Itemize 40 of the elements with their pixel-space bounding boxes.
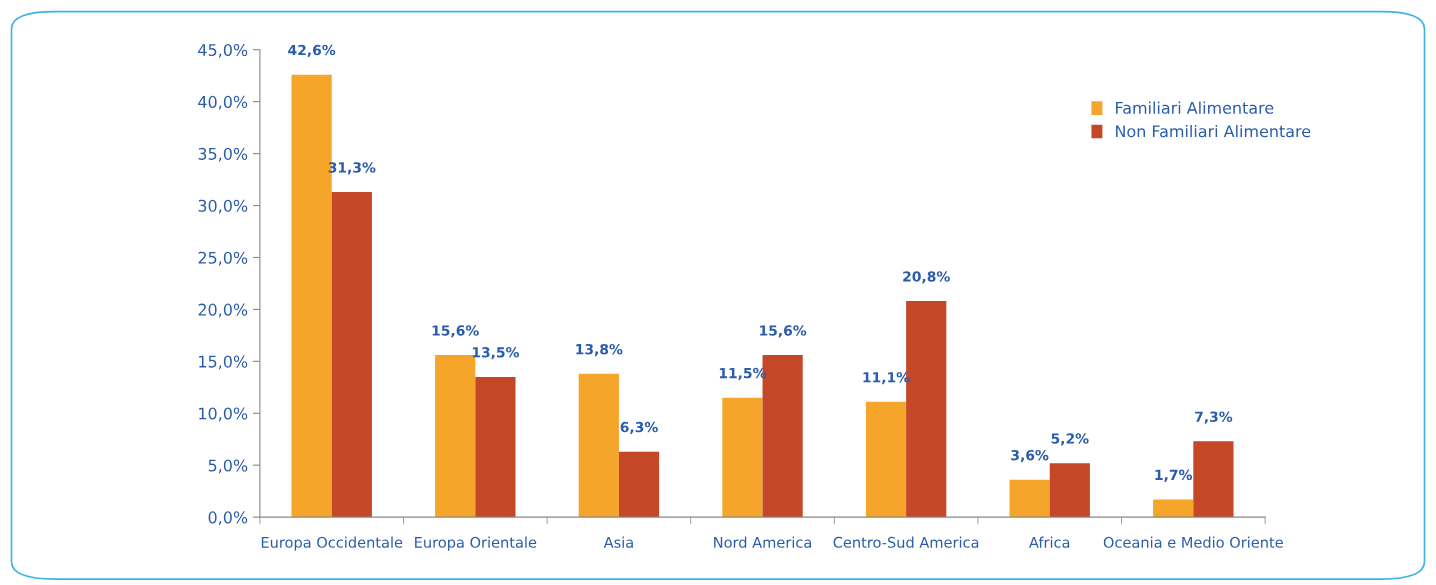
y-tick-label: 40,0% xyxy=(198,95,248,110)
bar xyxy=(722,397,763,518)
legend-label: Familiari Alimentare xyxy=(1116,101,1274,114)
y-tick-label: 25,0% xyxy=(198,251,248,266)
y-tick-label: 20,0% xyxy=(198,303,248,318)
y-tick-label: 45,0% xyxy=(198,43,248,58)
data-label: 15,6% xyxy=(760,325,807,338)
bar xyxy=(1193,441,1234,518)
bar xyxy=(1009,479,1050,518)
x-tick-label: Oceania e Medio Oriente xyxy=(1103,536,1283,548)
data-label: 6,3% xyxy=(620,421,658,435)
data-label: 13,5% xyxy=(472,347,520,360)
x-tick-label: Asia xyxy=(603,536,633,548)
data-label: 42,6% xyxy=(288,44,336,58)
y-tick-label: 0,0% xyxy=(208,511,248,526)
bar xyxy=(865,401,907,518)
y-tick-label: 35,0% xyxy=(198,147,248,162)
bar xyxy=(578,373,619,518)
data-label: 20,8% xyxy=(903,271,950,284)
data-label: 3,6% xyxy=(1011,449,1049,463)
data-label: 15,6% xyxy=(432,325,479,338)
x-tick-label: Europa Occidentale xyxy=(261,536,403,551)
bar xyxy=(475,376,516,518)
y-tick-label: 10,0% xyxy=(199,407,248,422)
y-tick-label: 15,0% xyxy=(199,355,248,370)
x-tick-label: Nord America xyxy=(714,536,811,548)
bar xyxy=(618,451,660,518)
legend-label: Non Familiari Alimentare xyxy=(1116,124,1311,138)
y-tick-label: 5,0% xyxy=(208,459,248,474)
x-tick-label: Europa Orientale xyxy=(415,536,537,551)
bar xyxy=(1049,463,1090,518)
bar xyxy=(331,192,372,518)
x-tick-label: Africa xyxy=(1029,536,1070,548)
data-label: 5,2% xyxy=(1051,433,1089,446)
bar xyxy=(1153,499,1194,518)
x-tick-label: Centro-Sud America xyxy=(833,536,979,548)
data-label: 7,3% xyxy=(1195,411,1233,424)
data-label: 1,7% xyxy=(1155,469,1193,482)
y-tick-label: 30,0% xyxy=(198,199,248,214)
data-label: 13,8% xyxy=(576,343,623,357)
